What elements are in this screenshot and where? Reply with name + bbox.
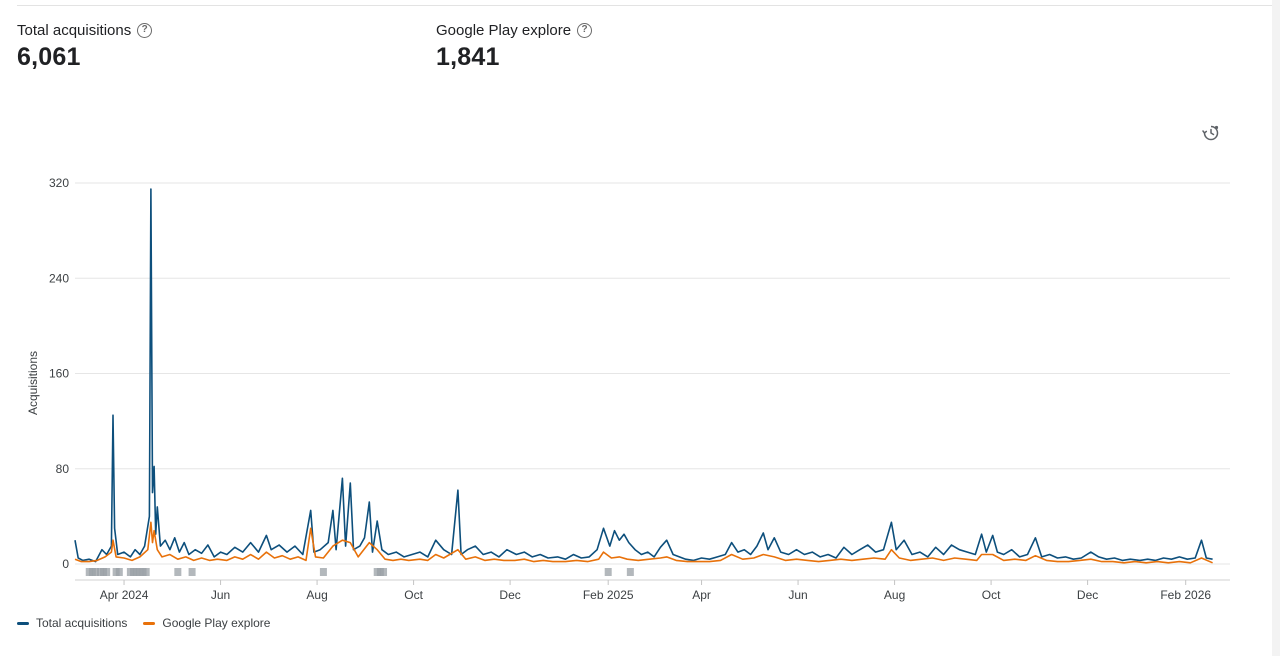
series-line-google-play-explore[interactable]: [74, 521, 1213, 564]
legend-swatch: [143, 621, 156, 625]
annotation-markers: [85, 568, 634, 576]
y-axis: 0 80 160 240 320: [49, 176, 69, 571]
x-tick-label: Apr: [692, 588, 711, 602]
x-tick-label: Feb 2026: [1160, 588, 1211, 602]
annotation-marker[interactable]: [92, 568, 100, 576]
help-icon[interactable]: ?: [577, 22, 593, 38]
x-tick-label: Apr 2024: [100, 588, 149, 602]
legend: Total acquisitions Google Play explore: [17, 616, 270, 630]
x-tick-label: Feb 2025: [583, 588, 634, 602]
metric-label: Total acquisitions: [17, 21, 132, 39]
x-tick-label: Aug: [884, 588, 905, 602]
metric-value: 1,841: [436, 43, 500, 71]
x-tick-label: Aug: [306, 588, 327, 602]
y-tick-label: 320: [49, 176, 69, 190]
annotation-marker[interactable]: [380, 568, 388, 576]
x-tick-label: Oct: [982, 588, 1001, 602]
series-layer: [74, 188, 1213, 564]
annotation-marker[interactable]: [142, 568, 150, 576]
metric-label: Google Play explore: [436, 21, 572, 39]
annotation-marker[interactable]: [319, 568, 327, 576]
legend-item-google-play-explore[interactable]: Google Play explore: [143, 616, 270, 630]
scrollbar[interactable]: [1272, 0, 1280, 656]
annotation-marker[interactable]: [174, 568, 182, 576]
y-tick-label: 80: [56, 462, 70, 476]
metric-total-acquisitions: Total acquisitions ? 6,061: [17, 20, 153, 72]
legend-item-total-acquisitions[interactable]: Total acquisitions: [17, 616, 127, 630]
annotation-marker[interactable]: [103, 568, 111, 576]
series-line-total-acquisitions[interactable]: [74, 188, 1213, 563]
x-tick-label: Jun: [788, 588, 807, 602]
legend-label: Total acquisitions: [36, 616, 128, 630]
help-icon[interactable]: ?: [137, 22, 153, 38]
grid-layer: [75, 182, 1230, 565]
legend-label: Google Play explore: [162, 616, 271, 630]
top-divider: [17, 5, 1274, 6]
y-axis-label: Acquisitions: [26, 351, 40, 415]
metric-value: 6,061: [17, 43, 81, 71]
annotation-marker[interactable]: [626, 568, 634, 576]
y-tick-label: 240: [49, 271, 69, 285]
history-icon[interactable]: [1202, 124, 1220, 142]
y-tick-label: 160: [49, 367, 69, 381]
x-tick-label: Oct: [404, 588, 423, 602]
x-tick-label: Dec: [1077, 588, 1098, 602]
x-axis: Apr 2024 Jun Aug Oct Dec Feb 2025 Apr Jun Aug Oct…: [100, 580, 1211, 602]
legend-swatch: [17, 621, 29, 625]
x-tick-label: Jun: [211, 588, 230, 602]
annotation-marker[interactable]: [188, 568, 196, 576]
x-tick-label: Dec: [499, 588, 520, 602]
annotation-marker[interactable]: [604, 568, 612, 576]
annotation-marker[interactable]: [115, 568, 123, 576]
metric-google-play-explore: Google Play explore ? 1,841: [436, 20, 593, 72]
y-tick-label: 0: [62, 557, 69, 571]
